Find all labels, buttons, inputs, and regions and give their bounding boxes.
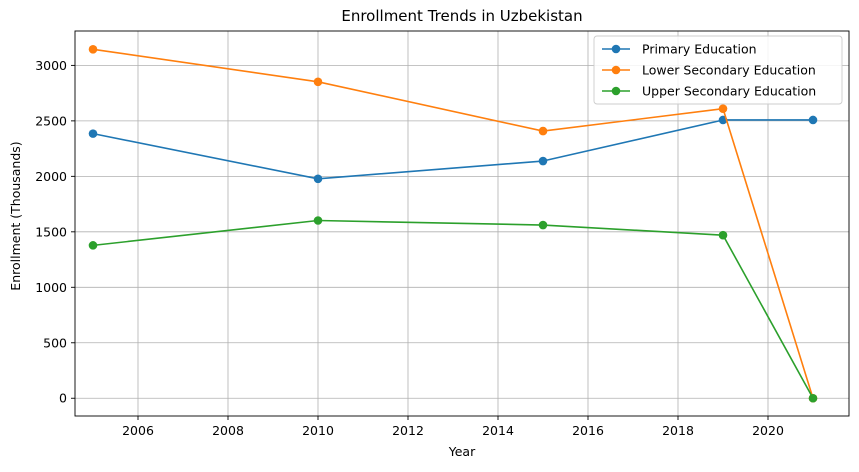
legend-marker	[611, 44, 621, 54]
data-point	[88, 45, 98, 54]
legend-item: Primary Education	[602, 42, 757, 57]
data-point	[88, 241, 98, 250]
x-tick-label: 2018	[662, 423, 694, 438]
x-tick-label: 2020	[752, 423, 784, 438]
data-point	[88, 129, 98, 138]
legend-marker	[611, 65, 621, 75]
y-tick-label: 3000	[35, 58, 67, 73]
data-point	[313, 77, 323, 87]
x-tick-label: 2006	[122, 423, 154, 438]
axes-layer: 2006 2008 2010 2012 2014 2016 2018 2020 0 500 1000…	[35, 30, 850, 438]
y-axis-label: Enrollment (Thousands)	[8, 141, 23, 290]
y-tick-label: 2500	[35, 113, 67, 128]
data-point	[538, 156, 548, 166]
legend-box	[593, 35, 843, 105]
legend-label: Lower Secondary Education	[642, 63, 816, 78]
x-tick-label: 2016	[572, 423, 604, 438]
series-line	[92, 219, 814, 399]
data-point	[538, 220, 548, 230]
series-line	[92, 119, 813, 180]
data-point	[718, 104, 728, 113]
y-tick-label: 0	[59, 391, 67, 406]
data-point	[538, 126, 548, 136]
series-1	[88, 115, 818, 184]
legend-marker	[611, 86, 621, 96]
x-tick-label: 2008	[212, 423, 244, 438]
legend: Primary Education Lower Secondary Educati…	[593, 35, 843, 105]
series-layer	[88, 45, 818, 403]
legend-item: Upper Secondary Education	[602, 84, 816, 99]
plot-frame	[74, 30, 850, 417]
y-tick-label: 1500	[35, 224, 67, 239]
y-tick-label: 1000	[35, 280, 67, 295]
x-tick-label: 2012	[392, 423, 424, 438]
data-point	[313, 174, 323, 184]
data-point	[718, 230, 728, 240]
legend-item: Lower Secondary Education	[602, 63, 816, 78]
legend-label: Primary Education	[642, 42, 757, 57]
data-point	[808, 115, 818, 125]
data-point	[808, 393, 818, 403]
x-tick-label: 2014	[482, 423, 514, 438]
x-axis-label: Year	[448, 444, 476, 459]
legend-label: Upper Secondary Education	[642, 84, 816, 99]
y-tick-label: 2000	[35, 169, 67, 184]
y-tick-label: 500	[43, 335, 67, 350]
x-tick-label: 2010	[302, 423, 334, 438]
series-3	[88, 216, 818, 403]
data-point	[313, 216, 323, 225]
chart-title: Enrollment Trends in Uzbekistan	[341, 7, 582, 25]
